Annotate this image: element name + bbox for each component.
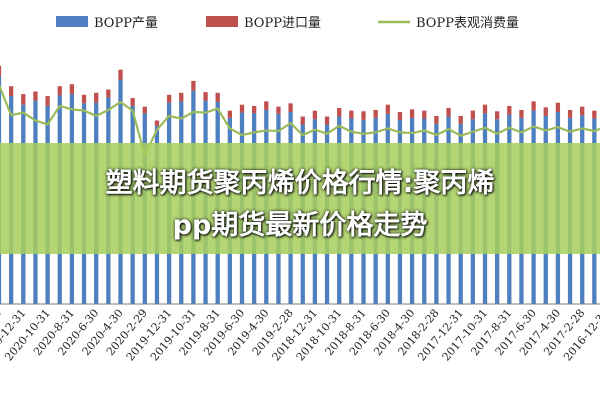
bar-import (482, 104, 488, 114)
bar-import (300, 116, 305, 125)
bar-import (434, 115, 439, 124)
bar-import (191, 80, 196, 91)
bar-import (276, 106, 281, 114)
bar-import (519, 109, 524, 118)
bar-import (45, 96, 50, 106)
bar-import (349, 110, 354, 119)
bar-import (373, 109, 378, 118)
bar-import (154, 120, 160, 126)
bar-import (361, 111, 366, 120)
banner-title-line-2: pp期货最新价格走势 (172, 210, 428, 241)
bar-import (324, 116, 330, 125)
bar-import (495, 111, 500, 120)
banner-title-line-1: 塑料期货聚丙烯价格行情:聚丙烯 (105, 168, 495, 199)
bar-import (592, 110, 597, 119)
legend-marker-2 (206, 16, 238, 27)
bar-import (9, 86, 14, 97)
bar-import (130, 98, 135, 106)
bar-import (567, 109, 573, 118)
bar-import (507, 106, 512, 115)
title-banner: 塑料期货聚丙烯价格行情:聚丙烯 pp期货最新价格走势 (0, 143, 600, 254)
legend-label-2: BOPP进口量 (244, 16, 321, 31)
bar-import (227, 110, 232, 118)
bar-import (239, 104, 245, 113)
bar-import (385, 104, 390, 114)
bar-import (0, 65, 2, 77)
bar-import (57, 86, 62, 96)
legend-marker-1 (56, 16, 88, 27)
bar-import (203, 92, 208, 101)
bar-import (81, 94, 87, 104)
bar-import (337, 107, 342, 117)
bar-import (555, 102, 561, 112)
legend-label-1: BOPP产量 (94, 16, 158, 31)
bar-import (580, 106, 585, 116)
bar-import (397, 111, 403, 120)
line-consumption (0, 84, 600, 157)
bar-import (531, 101, 536, 111)
bar-import (142, 106, 147, 114)
bar-import (409, 109, 415, 118)
bar-import (458, 115, 463, 124)
bar-import (21, 94, 26, 105)
bar-import (106, 89, 111, 98)
bar-import (94, 92, 99, 103)
bar-import (446, 107, 451, 117)
chart-legend: BOPP产量 BOPP进口量 BOPP表观消费量 (56, 16, 519, 31)
bar-import (470, 110, 475, 120)
bar-import (422, 110, 427, 119)
bar-import (179, 92, 184, 102)
bar-import (33, 91, 38, 101)
bar-import (252, 106, 257, 114)
chart-lines (0, 84, 600, 157)
x-axis-tick-labels: 2021-4-302020-12-312020-10-312020-8-3120… (0, 307, 600, 364)
bar-import (69, 84, 75, 95)
bar-import (215, 92, 220, 103)
bar-import (118, 69, 123, 80)
bar-import (288, 103, 293, 112)
bar-import (166, 94, 172, 103)
legend-label-3: BOPP表观消费量 (416, 16, 519, 31)
bar-import (312, 110, 318, 120)
bar-import (543, 107, 548, 116)
bar-import (264, 101, 269, 110)
